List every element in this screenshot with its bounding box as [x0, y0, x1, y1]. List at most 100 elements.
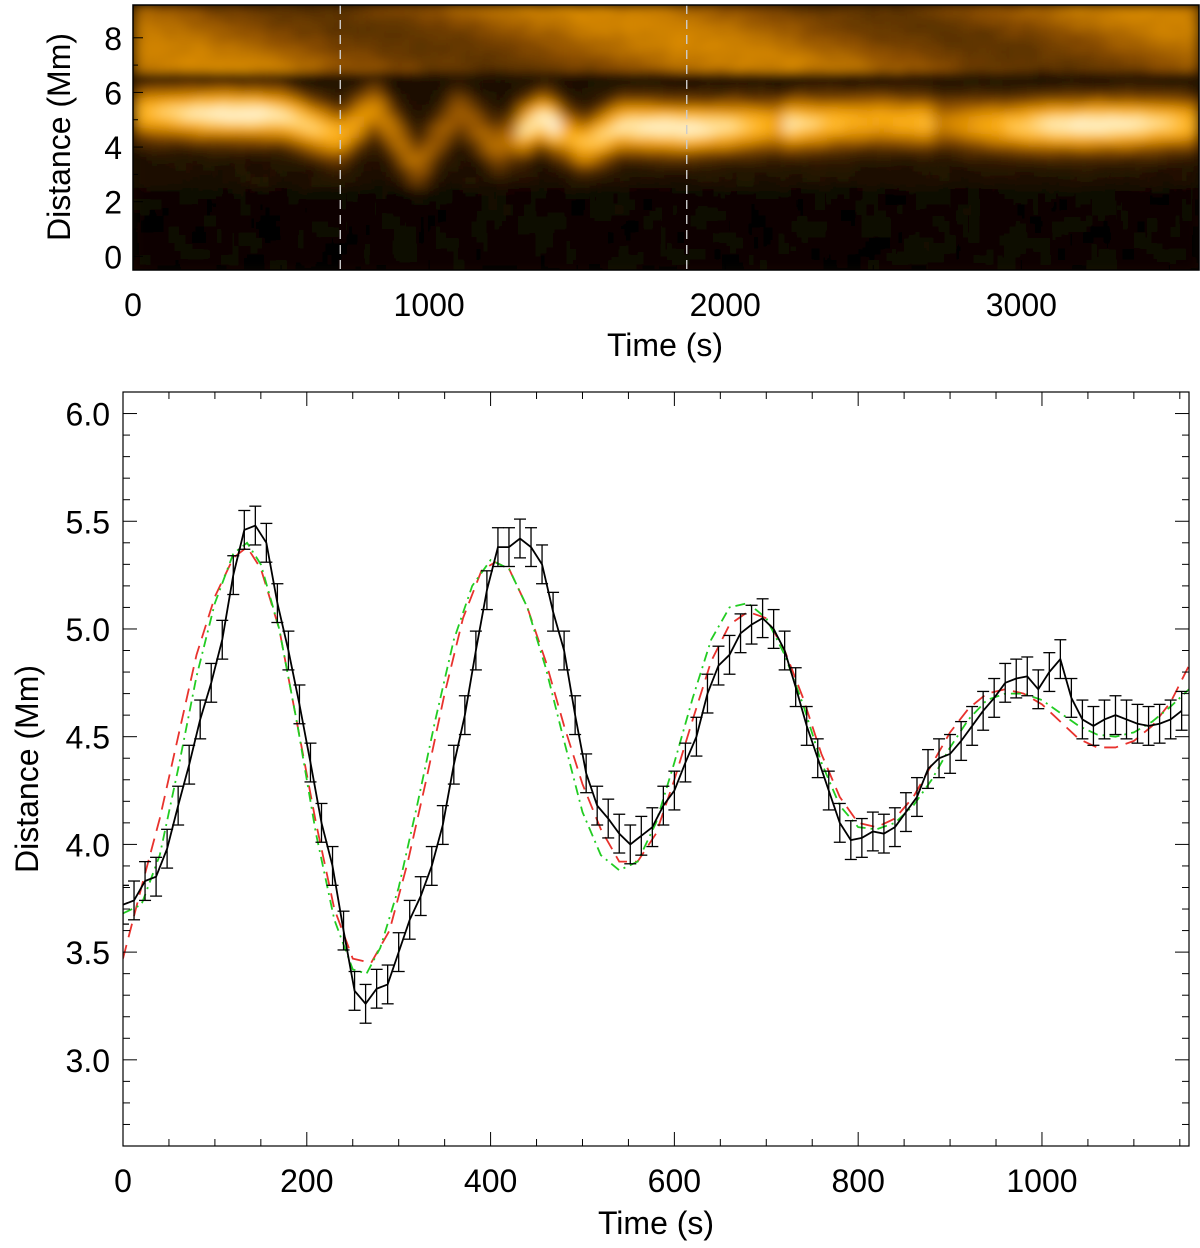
error-bar: [315, 802, 328, 843]
error-bar: [966, 705, 979, 746]
heatmap-y-tick-label: 4: [104, 130, 122, 166]
error-bar: [337, 910, 350, 951]
plot-x-tick-label: 0: [114, 1163, 132, 1199]
error-bar: [723, 634, 736, 675]
error-bar: [668, 770, 681, 811]
error-bar: [128, 880, 141, 921]
error-bar: [679, 742, 692, 783]
error-bar: [734, 613, 747, 654]
series-line-dash-dot: [123, 541, 1189, 975]
error-bar: [1010, 658, 1023, 699]
error-bar: [370, 968, 383, 1009]
plot-ticks: 0 200 400 600 800 1000 3.0 3.5 4.0 4.5 5.0 5.5 6.0: [66, 391, 1189, 1199]
error-bar: [977, 690, 990, 731]
error-bar: [502, 527, 515, 568]
error-bar: [458, 695, 471, 736]
error-bar: [123, 884, 129, 925]
error-bar: [955, 720, 968, 762]
heatmap-ticks: 0 1000 2000 3000 0 2 4 6 8: [104, 21, 1170, 323]
error-bar: [293, 684, 306, 725]
heatmap-y-tick-label: 2: [104, 185, 122, 221]
error-bar: [712, 645, 725, 686]
error-bar: [447, 744, 460, 785]
plot-x-tick-label: 200: [280, 1163, 333, 1199]
error-bar: [249, 505, 262, 546]
error-bar: [1153, 703, 1166, 744]
error-bar: [1120, 699, 1133, 740]
error-bar: [392, 932, 405, 973]
plot-x-tick-label: 400: [464, 1163, 517, 1199]
error-bar: [866, 811, 879, 852]
error-bar: [933, 738, 946, 779]
error-bar: [161, 828, 174, 869]
error-bar: [910, 776, 923, 818]
error-bar: [480, 570, 493, 611]
top-panel: 0 1000 2000 3000 0 2 4 6 8 Time (s) Distance (Mm…: [41, 4, 1200, 363]
error-bar: [844, 820, 857, 861]
error-bar: [194, 699, 207, 740]
error-bar: [1098, 699, 1111, 740]
error-bar: [547, 591, 560, 632]
heatmap-x-tick-label: 3000: [986, 287, 1057, 323]
error-bar: [833, 802, 846, 843]
error-bar: [1131, 703, 1144, 744]
error-bar: [1043, 652, 1056, 693]
error-bar: [745, 604, 758, 645]
error-bar: [701, 673, 714, 714]
heatmap-x-tick-label: 1000: [394, 287, 465, 323]
error-bar: [304, 742, 317, 783]
error-bar: [1164, 699, 1177, 740]
error-bar: [999, 662, 1012, 703]
error-bar: [756, 598, 769, 639]
error-bar: [1087, 705, 1100, 746]
error-bar: [822, 770, 835, 811]
plot-x-tick-label: 600: [648, 1163, 701, 1199]
error-bar: [613, 813, 626, 854]
error-bar: [778, 630, 791, 671]
plot-x-tick-label: 800: [831, 1163, 884, 1199]
error-bar: [624, 824, 637, 865]
plot-series: [123, 505, 1189, 1024]
heatmap-y-tick-label: 6: [104, 75, 122, 111]
plot-x-tick-label: 1000: [1006, 1163, 1077, 1199]
error-bar: [558, 630, 571, 671]
heatmap-y-tick-label: 0: [104, 239, 122, 275]
error-bar: [150, 856, 163, 897]
error-bar: [646, 807, 659, 848]
heatmap-y-tick-label: 8: [104, 21, 122, 57]
heatmap-x-tick-label: 2000: [690, 287, 761, 323]
error-bar: [172, 785, 185, 826]
error-bar: [800, 705, 813, 746]
error-bar: [381, 964, 394, 1005]
error-bar: [811, 738, 824, 779]
error-bar: [690, 716, 703, 757]
error-bar: [657, 785, 670, 826]
error-bar: [888, 807, 901, 848]
plot-y-tick-label: 5.0: [66, 612, 110, 648]
error-bar: [271, 583, 284, 624]
error-bar: [1142, 705, 1155, 746]
error-bar: [1175, 690, 1188, 731]
error-bar: [1076, 699, 1089, 740]
error-bar: [855, 817, 868, 858]
plot-y-tick-label: 3.5: [66, 935, 110, 971]
bottom-panel: 0 200 400 600 800 1000 3.0 3.5 4.0 4.5 5.0 5.5 6.0 T…: [9, 391, 1190, 1241]
error-bar: [580, 753, 593, 794]
error-bar: [1054, 639, 1067, 680]
heatmap-image: [133, 5, 1199, 270]
heatmap-x-tick-label: 0: [124, 287, 142, 323]
error-bar: [536, 544, 549, 585]
error-bar: [139, 860, 152, 902]
error-bar: [591, 785, 604, 826]
plot-x-axis-title: Time (s): [598, 1205, 714, 1241]
error-bar: [1065, 677, 1078, 718]
error-bar: [491, 527, 504, 568]
error-bar: [1032, 669, 1045, 710]
heatmap-y-axis-title: Distance (Mm): [41, 33, 77, 241]
error-bar: [525, 527, 538, 568]
error-bar: [414, 876, 427, 917]
error-bar: [425, 845, 438, 886]
plot-area: [123, 392, 1189, 1146]
plot-y-tick-label: 5.5: [66, 504, 110, 540]
error-bar: [469, 630, 482, 671]
